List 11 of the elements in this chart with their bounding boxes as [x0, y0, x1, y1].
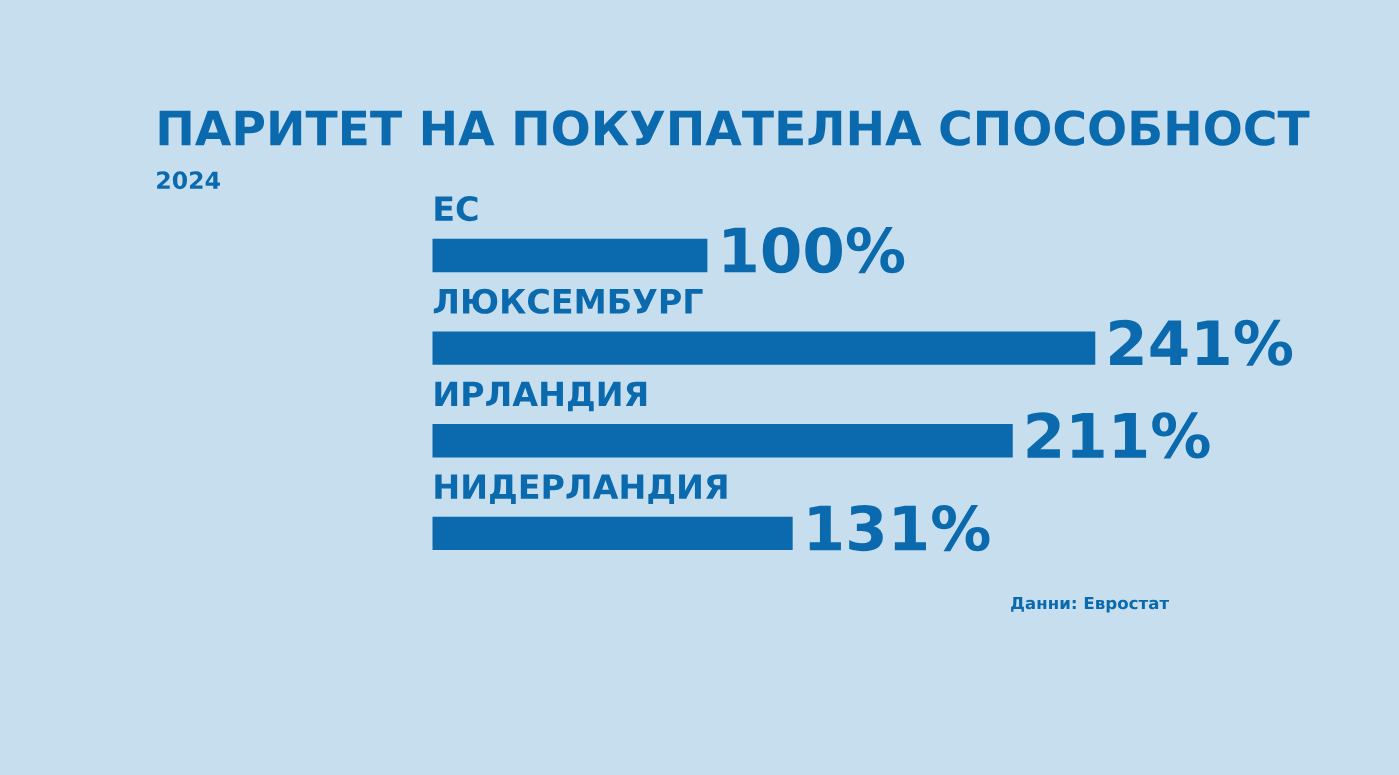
data-label: 241%	[1110, 319, 1293, 366]
y-tick-label: НИДЕРЛАНДИЯ	[435, 474, 727, 504]
y-tick-label: ИРЛАНДИЯ	[435, 381, 647, 412]
data-label: 100%	[724, 226, 905, 274]
text: Данни: Евростат	[1011, 596, 1170, 613]
data-label: 131%	[809, 504, 990, 552]
text: 2024	[157, 171, 220, 190]
y-tick-label: ЛЮКСЕМБУРГ	[433, 288, 703, 314]
y-tick-label: ЕС	[435, 196, 478, 222]
chart-title: ПАРИТЕТ НА ПОКУПАТЕЛНА СПОСОБНОСТ	[159, 110, 1310, 146]
data-label: 211%	[1027, 412, 1210, 459]
